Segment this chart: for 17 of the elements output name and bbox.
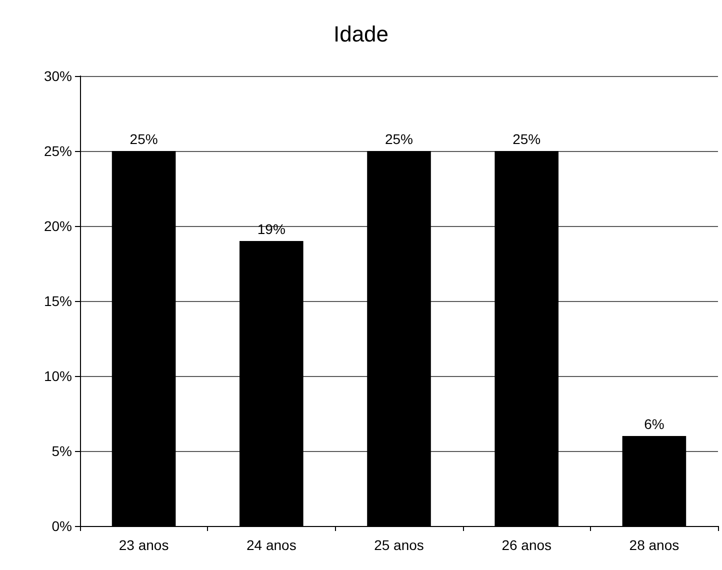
x-tick-label: 28 anos <box>629 537 680 553</box>
y-tick-label: 5% <box>52 443 72 459</box>
x-tick-label: 23 anos <box>118 537 169 553</box>
data-label: 6% <box>644 416 664 432</box>
data-label: 25% <box>512 131 541 147</box>
y-tick-label: 0% <box>52 518 72 534</box>
y-tick-label: 25% <box>44 143 72 159</box>
x-tick-label: 25 anos <box>374 537 424 553</box>
data-label: 25% <box>384 131 414 147</box>
y-tick-label: 20% <box>44 218 72 234</box>
chart-title: Idade <box>333 22 389 46</box>
y-tick-label: 30% <box>44 68 72 84</box>
x-tick-label: 24 anos <box>246 537 296 553</box>
y-tick-label: 10% <box>44 368 72 384</box>
data-label: 25% <box>130 131 158 147</box>
x-tick-label: 26 anos <box>502 537 552 553</box>
y-tick-label: 15% <box>44 293 72 309</box>
